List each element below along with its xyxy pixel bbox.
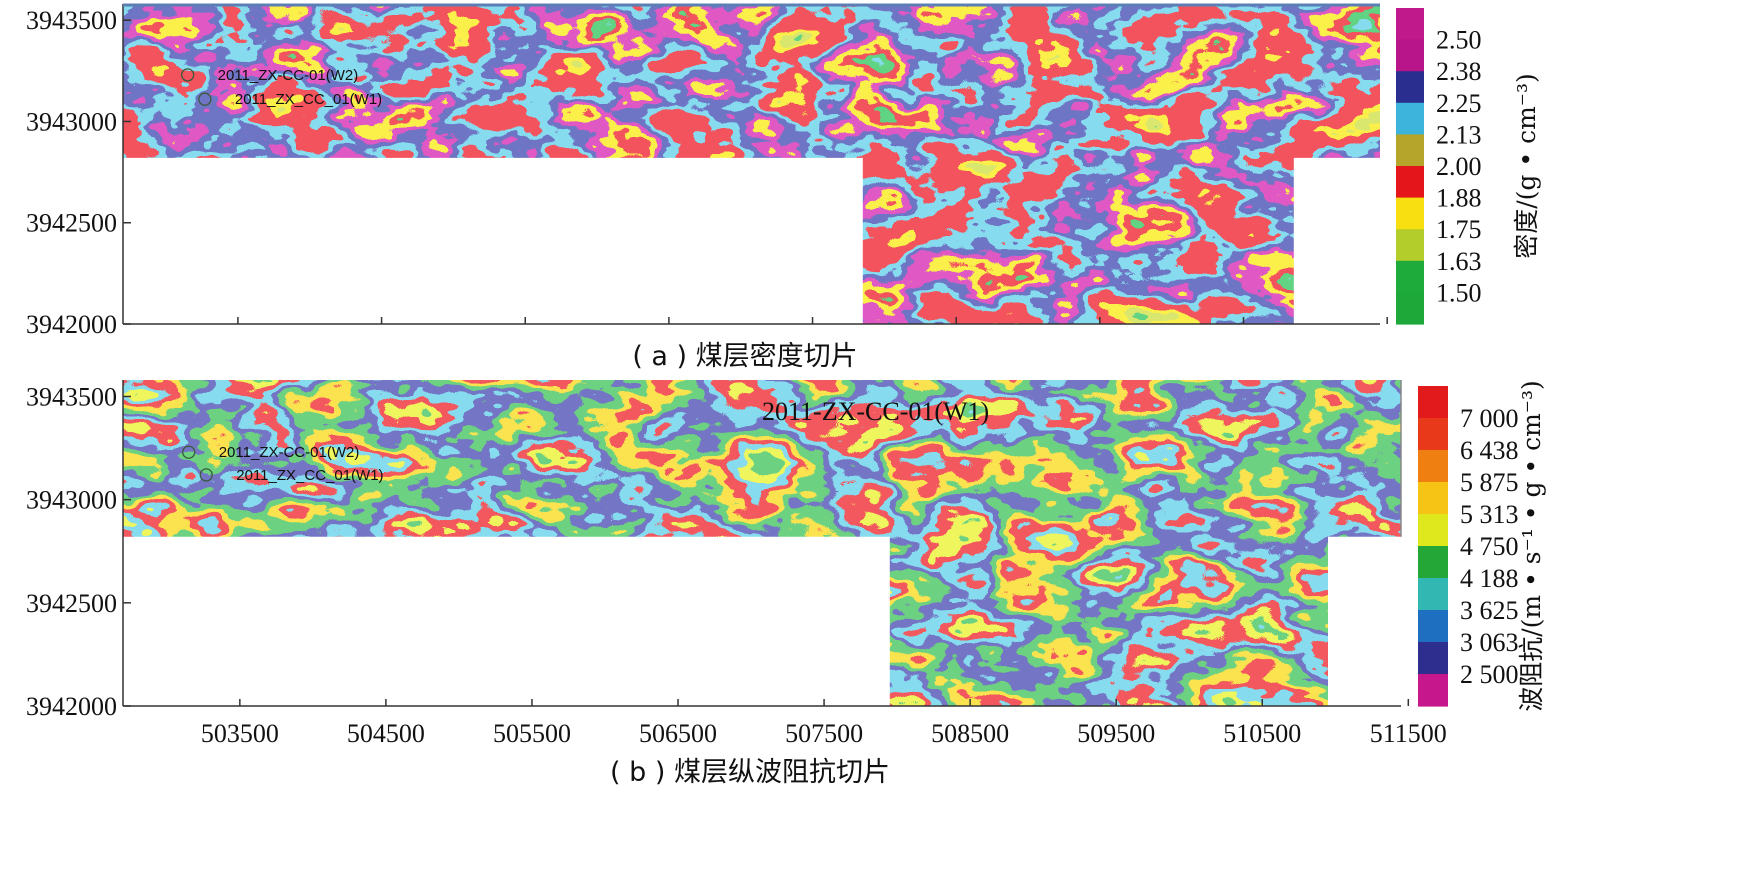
colorbar-swatch (1418, 674, 1448, 707)
x-tick-label: 503500 (201, 719, 279, 748)
well-marker (182, 445, 196, 459)
well-marker (180, 68, 195, 82)
density-heatmap-field (123, 4, 1380, 324)
colorbar-swatch (1396, 166, 1424, 199)
impedance-colorbar: 7 000 6 438 5 875 5 313 4 750 4 188 3 625 3 063… (1418, 386, 1519, 707)
impedance-slice-panel: 3943500 3943000 3942500 3942000 503500 504500… (26, 380, 1546, 788)
colorbar-swatch (1396, 197, 1424, 230)
colorbar-label: 4 750 (1460, 532, 1519, 561)
density-tick-labels: 3943500 3943000 3942500 3942000 (26, 6, 117, 339)
colorbar-label: 5 875 (1460, 468, 1519, 497)
y-tick-label: 3942000 (26, 310, 117, 339)
colorbar-label: 6 438 (1460, 436, 1519, 465)
colorbar-label: 2 500 (1460, 660, 1519, 689)
colorbar-label: 5 313 (1460, 500, 1519, 529)
y-tick-label: 3943000 (26, 107, 117, 136)
y-tick-label: 3943500 (26, 383, 117, 412)
colorbar-swatch (1396, 71, 1424, 104)
x-tick-label: 508500 (931, 719, 1009, 748)
x-tick-label: 505500 (493, 719, 571, 748)
colorbar-label: 3 063 (1460, 628, 1519, 657)
colorbar-label: 1.50 (1436, 278, 1482, 307)
impedance-colorbar-title: 波阻抗/(m • s⁻¹ • g • cm⁻³) (1517, 380, 1546, 712)
density-caption: ( a ) 煤层密度切片 (632, 341, 857, 372)
colorbar-swatch (1418, 514, 1448, 547)
colorbar-swatch (1396, 260, 1424, 293)
x-tick-label: 506500 (639, 719, 717, 748)
colorbar-label: 1.75 (1436, 215, 1482, 244)
colorbar-swatch (1396, 39, 1424, 72)
density-colorbar: 2.502.38 2.252.13 2.00 1.881.75 1.631.50 (1396, 8, 1482, 325)
impedance-heatmap-field (123, 380, 1401, 706)
impedance-annotation: 2011-ZX-CC-01(W1) (762, 397, 989, 426)
x-tick-label: 510500 (1223, 719, 1301, 748)
colorbar-swatch (1396, 134, 1424, 167)
colorbar-label: 2.13 (1436, 120, 1482, 149)
colorbar-label: 2.25 (1436, 89, 1482, 118)
impedance-axes (122, 380, 1410, 707)
x-tick-label: 511500 (1370, 719, 1447, 748)
colorbar-label: 4 188 (1460, 564, 1519, 593)
y-tick-label: 3943500 (26, 6, 117, 35)
colorbar-swatch (1418, 386, 1448, 419)
density-axes (122, 3, 1388, 325)
colorbar-swatch (1396, 292, 1424, 325)
x-tick-label: 507500 (785, 719, 863, 748)
density-heatmap (123, 4, 1380, 324)
density-colorbar-title: 密度/(g • cm⁻³) (1512, 73, 1541, 259)
density-wells: 2011_ZX-CC-01(W2) 2011_ZX_CC_01(W1) (180, 67, 382, 108)
y-tick-label: 3942500 (26, 589, 117, 618)
colorbar-label: 2.50 (1436, 26, 1482, 55)
impedance-wells: 2011_ZX-CC-01(W2) 2011_ZX_CC_01(W1) (182, 444, 384, 484)
well-label: 2011_ZX-CC-01(W2) (219, 444, 360, 461)
colorbar-swatch (1396, 229, 1424, 262)
colorbar-swatch (1418, 482, 1448, 515)
well-label: 2011_ZX_CC_01(W1) (235, 91, 382, 108)
impedance-caption: ( b ) 煤层纵波阻抗切片 (610, 757, 890, 788)
colorbar-label: 7 000 (1460, 404, 1519, 433)
density-slice-panel: 3943500 3943000 3942500 3942000 2011_ZX-CC-… (26, 3, 1541, 372)
well-label: 2011_ZX_CC_01(W1) (236, 467, 383, 484)
y-tick-label: 3942000 (26, 692, 117, 721)
y-tick-label: 3942500 (26, 209, 117, 238)
colorbar-label: 3 625 (1460, 596, 1519, 625)
well-label: 2011_ZX-CC-01(W2) (218, 67, 359, 84)
colorbar-swatch (1396, 102, 1424, 135)
x-tick-label: 504500 (347, 719, 425, 748)
colorbar-swatch (1418, 642, 1448, 675)
colorbar-label: 2.38 (1436, 57, 1482, 86)
well-marker (199, 468, 213, 482)
well-marker (198, 92, 212, 106)
impedance-heatmap (123, 380, 1401, 706)
colorbar-swatch (1418, 450, 1448, 483)
colorbar-swatch (1396, 8, 1424, 41)
colorbar-label: 1.63 (1436, 247, 1482, 276)
colorbar-swatch (1418, 610, 1448, 643)
y-tick-label: 3943000 (26, 486, 117, 515)
colorbar-swatch (1418, 546, 1448, 579)
colorbar-label: 1.88 (1436, 184, 1482, 213)
impedance-tick-labels: 3943500 3943000 3942500 3942000 503500 504500… (26, 383, 1447, 748)
colorbar-label: 2.00 (1436, 152, 1482, 181)
x-tick-label: 509500 (1077, 719, 1155, 748)
colorbar-swatch (1418, 418, 1448, 451)
colorbar-swatch (1418, 578, 1448, 611)
